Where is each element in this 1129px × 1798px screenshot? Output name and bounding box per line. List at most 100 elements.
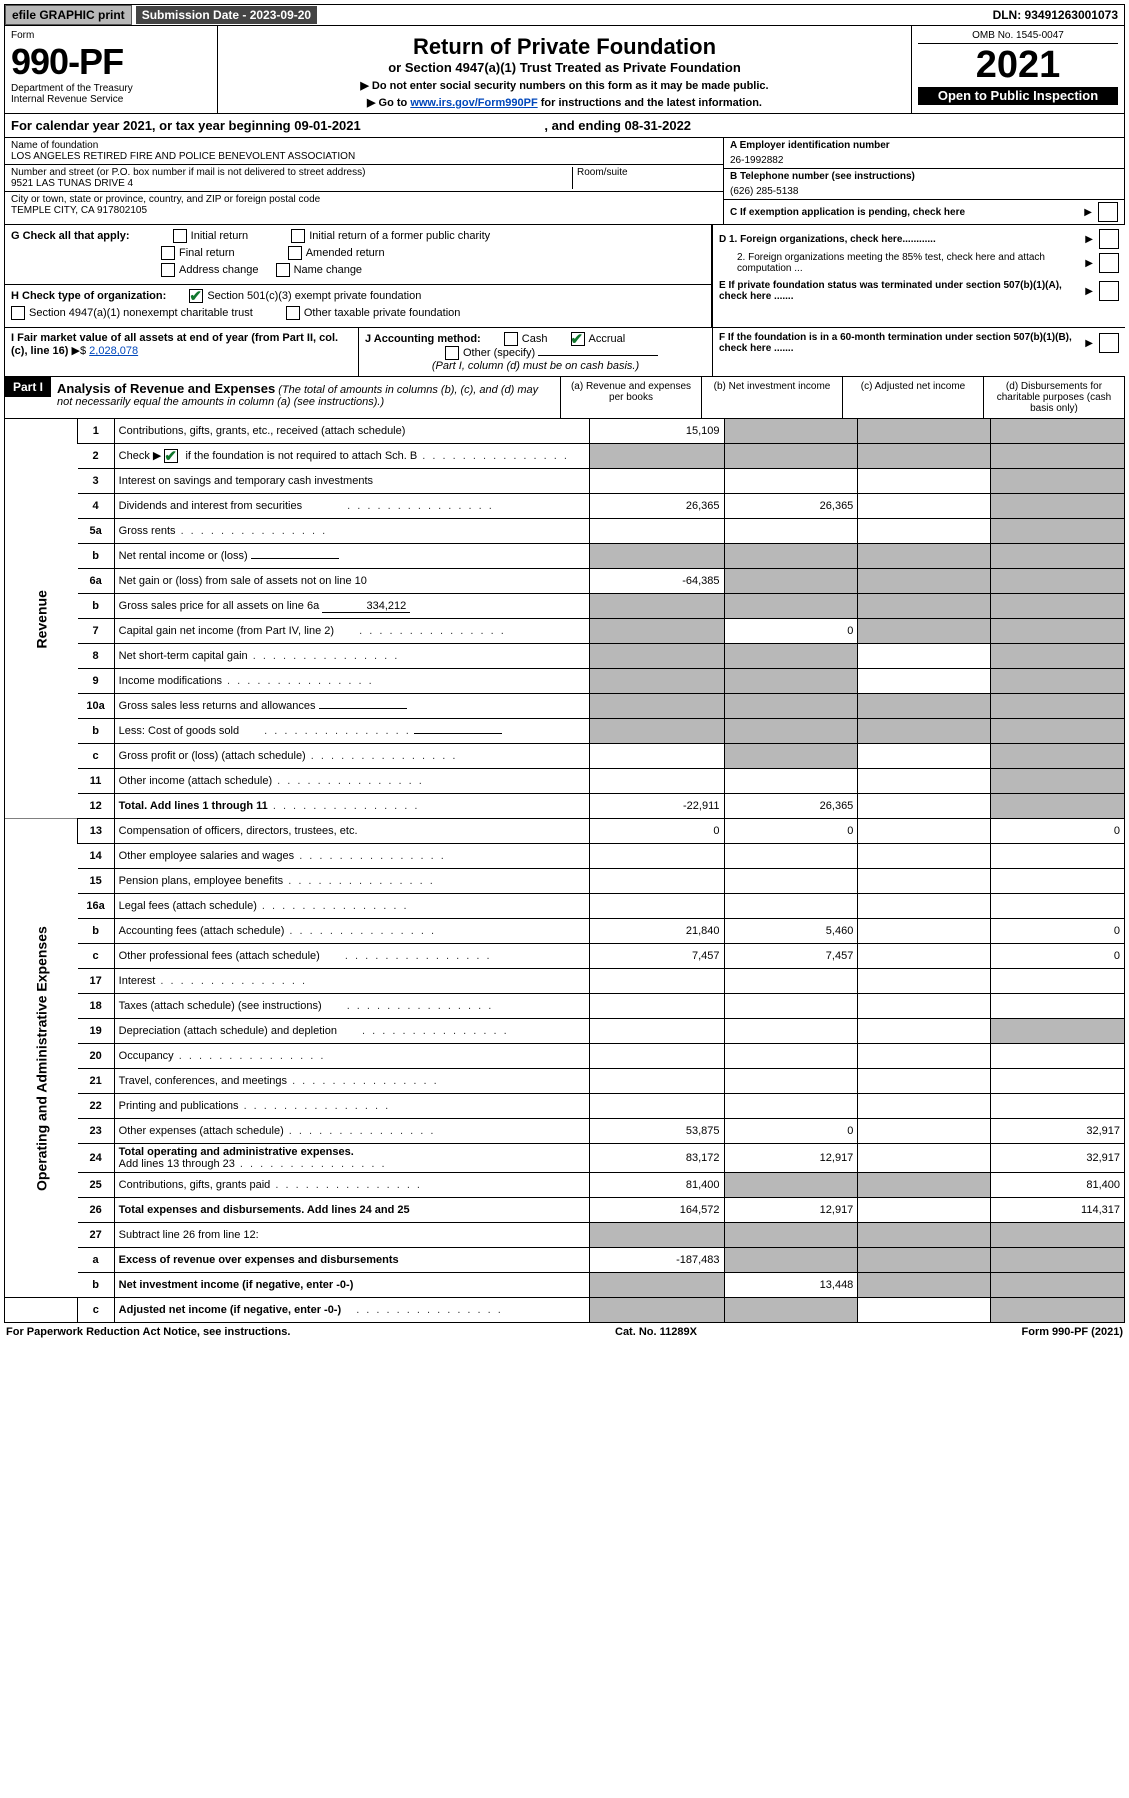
city-state-zip: TEMPLE CITY, CA 917802105	[11, 205, 717, 216]
table-row: 4Dividends and interest from securities2…	[5, 494, 1125, 519]
chk-initial[interactable]	[173, 229, 187, 243]
form-title-block: Return of Private Foundation or Section …	[218, 26, 912, 113]
chk-address[interactable]	[161, 263, 175, 277]
table-row: 26Total expenses and disbursements. Add …	[5, 1198, 1125, 1223]
phone-cell: B Telephone number (see instructions) (6…	[724, 169, 1124, 200]
chk-accrual[interactable]	[571, 332, 585, 346]
city-cell: City or town, state or province, country…	[5, 192, 723, 218]
entity-block: Name of foundation LOS ANGELES RETIRED F…	[4, 138, 1125, 225]
phone-value: (626) 285-5138	[730, 186, 1118, 197]
table-row: cAdjusted net income (if negative, enter…	[5, 1298, 1125, 1323]
top-bar: efile GRAPHIC print Submission Date - 20…	[4, 4, 1125, 26]
tax-year-begin: 09-01-2021	[294, 118, 361, 133]
chk-amended[interactable]	[288, 246, 302, 260]
address-cell: Number and street (or P.O. box number if…	[5, 165, 723, 192]
part-label: Part I	[5, 377, 51, 397]
table-row: 8Net short-term capital gain	[5, 644, 1125, 669]
f-block: F If the foundation is in a 60-month ter…	[712, 328, 1125, 377]
col-c-head: (c) Adjusted net income	[842, 377, 983, 418]
ein-value: 26-1992882	[730, 155, 1118, 166]
d1-checkbox[interactable]	[1099, 229, 1119, 249]
table-row: 14Other employee salaries and wages	[5, 844, 1125, 869]
irs-label: Internal Revenue Service	[11, 94, 211, 105]
chk-sch-b[interactable]	[164, 449, 178, 463]
efile-print-button[interactable]: efile GRAPHIC print	[5, 5, 132, 25]
table-row: bNet rental income or (loss)	[5, 544, 1125, 569]
table-row: 19Depreciation (attach schedule) and dep…	[5, 1019, 1125, 1044]
form-footer-id: Form 990-PF (2021)	[1022, 1326, 1123, 1338]
f-checkbox[interactable]	[1099, 333, 1119, 353]
table-row: 16aLegal fees (attach schedule)	[5, 894, 1125, 919]
col-a-head: (a) Revenue and expenses per books	[560, 377, 701, 418]
h-check-group: H Check type of organization: Section 50…	[4, 285, 712, 328]
part-i-header: Part I Analysis of Revenue and Expenses …	[4, 377, 1125, 419]
col-d-head: (d) Disbursements for charitable purpose…	[983, 377, 1124, 418]
paperwork-notice: For Paperwork Reduction Act Notice, see …	[6, 1326, 290, 1338]
tax-year: 2021	[918, 44, 1118, 87]
foundation-name: LOS ANGELES RETIRED FIRE AND POLICE BENE…	[11, 151, 717, 162]
form-subtitle: or Section 4947(a)(1) Trust Treated as P…	[224, 60, 905, 75]
fmv-link[interactable]: 2,028,078	[89, 345, 138, 357]
chk-other-method[interactable]	[445, 346, 459, 360]
form-label: Form	[11, 30, 211, 41]
table-row: 10aGross sales less returns and allowanc…	[5, 694, 1125, 719]
chk-cash[interactable]	[504, 332, 518, 346]
table-row: Revenue 1 Contributions, gifts, grants, …	[5, 419, 1125, 444]
table-row: 17Interest	[5, 969, 1125, 994]
d-e-section: D 1. Foreign organizations, check here..…	[712, 225, 1125, 328]
table-row: Operating and Administrative Expenses 13…	[5, 819, 1125, 844]
form-title: Return of Private Foundation	[224, 34, 905, 60]
page-footer: For Paperwork Reduction Act Notice, see …	[4, 1323, 1125, 1338]
calendar-year-line: For calendar year 2021, or tax year begi…	[4, 114, 1125, 138]
table-row: 15Pension plans, employee benefits	[5, 869, 1125, 894]
d2-checkbox[interactable]	[1099, 253, 1119, 273]
table-row: 7Capital gain net income (from Part IV, …	[5, 619, 1125, 644]
table-row: cGross profit or (loss) (attach schedule…	[5, 744, 1125, 769]
form-header: Form 990-PF Department of the Treasury I…	[4, 26, 1125, 114]
cat-no: Cat. No. 11289X	[615, 1326, 697, 1338]
e-checkbox[interactable]	[1099, 281, 1119, 301]
street-address: 9521 LAS TUNAS DRIVE 4	[11, 178, 572, 189]
form-id-block: Form 990-PF Department of the Treasury I…	[5, 26, 218, 113]
table-row: 6aNet gain or (loss) from sale of assets…	[5, 569, 1125, 594]
goto-note: ▶ Go to www.irs.gov/Form990PF for instru…	[224, 96, 905, 109]
irs-link[interactable]: www.irs.gov/Form990PF	[410, 97, 537, 109]
chk-final[interactable]	[161, 246, 175, 260]
chk-other-tax[interactable]	[286, 306, 300, 320]
table-row: 12Total. Add lines 1 through 11-22,91126…	[5, 794, 1125, 819]
table-row: 5aGross rents	[5, 519, 1125, 544]
room-suite-label: Room/suite	[572, 167, 717, 189]
i-j-f-row: I Fair market value of all assets at end…	[4, 328, 1125, 377]
table-row: 18Taxes (attach schedule) (see instructi…	[5, 994, 1125, 1019]
dept-label: Department of the Treasury	[11, 83, 211, 94]
ssn-warning: ▶ Do not enter social security numbers o…	[224, 79, 905, 92]
dln: DLN: 93491263001073	[987, 6, 1124, 24]
chk-4947[interactable]	[11, 306, 25, 320]
ein-cell: A Employer identification number 26-1992…	[724, 138, 1124, 169]
table-row: 21Travel, conferences, and meetings	[5, 1069, 1125, 1094]
chk-501c3[interactable]	[189, 289, 203, 303]
chk-name[interactable]	[276, 263, 290, 277]
table-row: bLess: Cost of goods sold	[5, 719, 1125, 744]
table-row: bAccounting fees (attach schedule)21,840…	[5, 919, 1125, 944]
table-row: 23Other expenses (attach schedule)53,875…	[5, 1119, 1125, 1144]
open-inspection: Open to Public Inspection	[918, 87, 1118, 105]
foundation-name-cell: Name of foundation LOS ANGELES RETIRED F…	[5, 138, 723, 165]
table-row: 22Printing and publications	[5, 1094, 1125, 1119]
revenue-section-label: Revenue	[5, 419, 78, 819]
col-b-head: (b) Net investment income	[701, 377, 842, 418]
year-block: OMB No. 1545-0047 2021 Open to Public In…	[912, 26, 1124, 113]
table-row: 25Contributions, gifts, grants paid81,40…	[5, 1173, 1125, 1198]
analysis-table: Revenue 1 Contributions, gifts, grants, …	[4, 419, 1125, 1323]
submission-date: Submission Date - 2023-09-20	[136, 6, 317, 24]
chk-initial-former[interactable]	[291, 229, 305, 243]
c-checkbox[interactable]	[1098, 202, 1118, 222]
table-row: 2 Check ▶ if the foundation is not requi…	[5, 444, 1125, 469]
j-block: J Accounting method: Cash Accrual Other …	[358, 328, 712, 377]
part-title-block: Analysis of Revenue and Expenses (The to…	[51, 377, 560, 418]
table-row: 3Interest on savings and temporary cash …	[5, 469, 1125, 494]
table-row: 20Occupancy	[5, 1044, 1125, 1069]
form-number: 990-PF	[11, 41, 211, 83]
i-block: I Fair market value of all assets at end…	[4, 328, 358, 377]
table-row: 9Income modifications	[5, 669, 1125, 694]
